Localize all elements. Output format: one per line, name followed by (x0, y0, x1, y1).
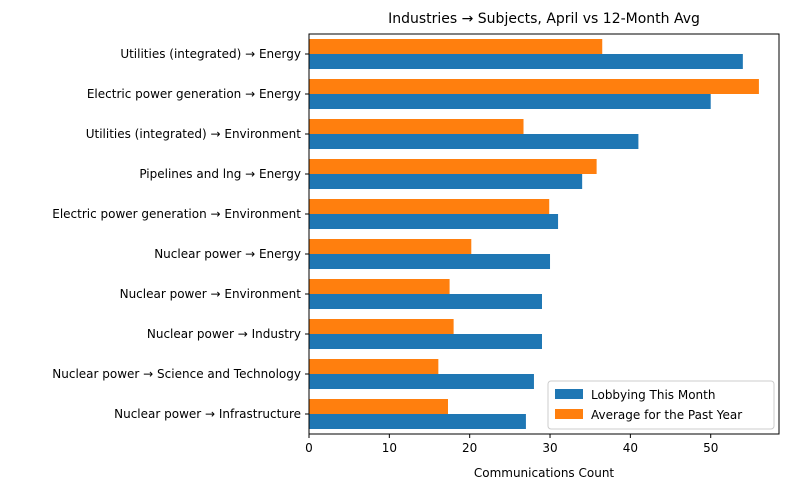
y-tick-label: Nuclear power → Industry (147, 327, 301, 341)
y-tick-label: Nuclear power → Energy (154, 247, 301, 261)
bar-lobbying-this-month (309, 294, 542, 309)
x-tick-label: 50 (703, 441, 718, 455)
bar-average-past-year (309, 119, 524, 134)
bar-lobbying-this-month (309, 374, 534, 389)
bar-average-past-year (309, 159, 597, 174)
bar-lobbying-this-month (309, 174, 583, 189)
bar-lobbying-this-month (309, 414, 526, 429)
y-tick-label: Pipelines and lng → Energy (139, 167, 301, 181)
bar-average-past-year (309, 279, 450, 294)
plot-frame (308, 33, 780, 435)
y-tick-label: Electric power generation → Environment (52, 207, 301, 221)
bar-lobbying-this-month (309, 94, 711, 109)
bar-average-past-year (309, 359, 439, 374)
y-tick-label: Nuclear power → Infrastructure (114, 407, 301, 421)
y-tick-label: Electric power generation → Energy (87, 87, 301, 101)
bar-average-past-year (309, 239, 472, 254)
x-tick-label: 20 (462, 441, 477, 455)
x-tick-label: 30 (542, 441, 557, 455)
bar-average-past-year (309, 319, 454, 334)
x-axis-label: Communications Count (474, 466, 615, 480)
x-axis-ticks: 0 10 20 30 40 50 (305, 434, 718, 455)
legend-box (547, 380, 775, 430)
bar-lobbying-this-month (309, 134, 639, 149)
bar-average-past-year (309, 199, 550, 214)
chart-title: Industries → Subjects, April vs 12-Month… (388, 11, 700, 27)
bars-group (309, 39, 759, 429)
legend: Lobbying This Month Average for the Past … (547, 380, 775, 430)
legend-label: Average for the Past Year (591, 408, 742, 422)
bar-average-past-year (309, 79, 759, 94)
legend-swatch (555, 409, 583, 419)
x-tick-label: 0 (305, 441, 313, 455)
x-tick-label: 40 (623, 441, 638, 455)
bar-lobbying-this-month (309, 254, 551, 269)
y-tick-label: Nuclear power → Environment (120, 287, 302, 301)
bar-lobbying-this-month (309, 214, 559, 229)
legend-label: Lobbying This Month (591, 388, 715, 402)
bar-lobbying-this-month (309, 54, 743, 69)
legend-swatch (555, 389, 583, 399)
y-axis-ticks: Utilities (integrated) → Energy Electric … (52, 47, 309, 421)
y-tick-label: Nuclear power → Science and Technology (52, 367, 301, 381)
y-tick-label: Utilities (integrated) → Energy (120, 47, 301, 61)
x-tick-label: 10 (382, 441, 397, 455)
bar-lobbying-this-month (309, 334, 542, 349)
bar-average-past-year (309, 399, 448, 414)
y-tick-label: Utilities (integrated) → Environment (86, 127, 302, 141)
bar-average-past-year (309, 39, 603, 54)
